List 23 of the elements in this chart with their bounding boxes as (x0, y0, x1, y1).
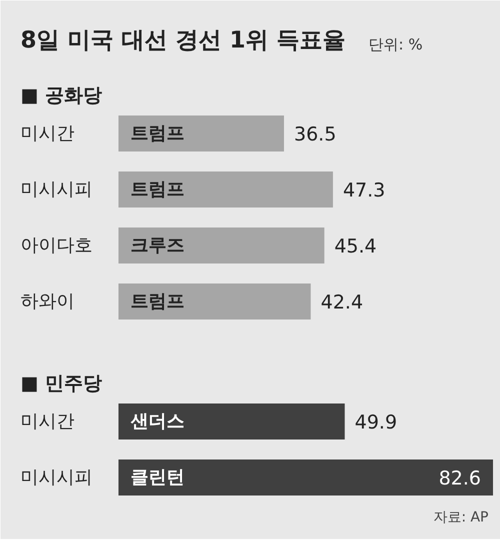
series-label: ■ 공화당 (20, 84, 102, 106)
annotation: 트럼프 (130, 291, 184, 312)
y-tick-label: 미시시피 (20, 467, 92, 488)
annotation: 트럼프 (130, 123, 184, 144)
annotation: 클린턴 (130, 467, 184, 488)
data-label: 45.4 (334, 236, 377, 258)
chart-title: 8일 미국 대선 경선 1위 득표율 (20, 28, 346, 54)
annotation: 자료: AP (433, 510, 488, 526)
annotation: 샌더스 (130, 411, 184, 432)
data-label: 49.9 (354, 412, 398, 434)
annotation: 크루즈 (130, 235, 184, 256)
data-label: 82.6 (438, 468, 482, 490)
data-label: 42.4 (320, 292, 364, 314)
data-label: 36.5 (294, 124, 336, 146)
y-tick-label: 미시시피 (20, 179, 92, 200)
y-tick-label: 미시간 (20, 411, 74, 432)
y-tick-label: 아이다호 (20, 235, 92, 256)
annotation: 트럼프 (130, 179, 184, 200)
chart-subtitle: 단위: % (368, 36, 423, 54)
y-tick-label: 미시간 (20, 123, 74, 144)
series-label: ■ 민주당 (20, 372, 102, 394)
data-label: 47.3 (342, 180, 386, 202)
y-tick-label: 하와이 (20, 291, 74, 312)
